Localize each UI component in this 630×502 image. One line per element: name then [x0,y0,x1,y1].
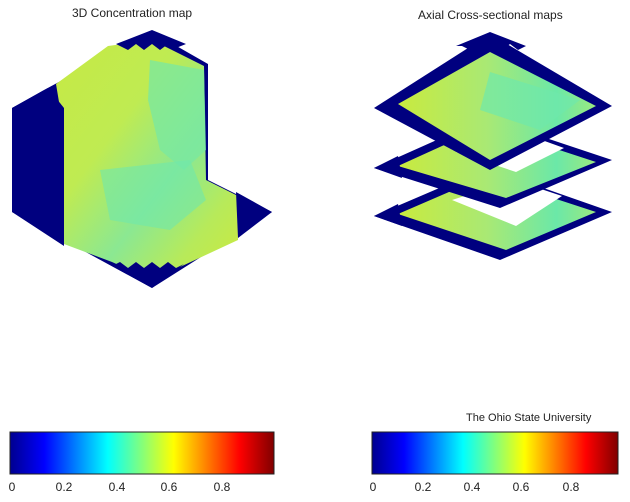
right-colorbar-tick-0: 0 [369,480,377,494]
right-colorbar-tick-2: 0.4 [463,480,481,494]
left-panel-title: 3D Concentration map [72,6,193,20]
slice-top [374,32,612,170]
axial-cross-sections [374,32,612,260]
right-panel-title: Axial Cross-sectional maps [418,8,563,22]
right-colorbar-tick-1: 0.2 [414,480,432,494]
left-field-cyan-region [148,60,206,170]
right-colorbar-tick-4: 0.8 [562,480,580,494]
credit-text: The Ohio State University [466,412,592,424]
right-colorbar [371,431,619,475]
left-field-cyan-region-2 [100,160,206,230]
left-colorbar-tick-1: 0.2 [55,480,73,494]
left-bottom-corner [112,262,184,288]
left-colorbar [9,431,275,475]
left-colorbar-tick-3: 0.6 [160,480,178,494]
left-top-corner [116,30,186,50]
right-colorbar-tick-3: 0.6 [512,480,530,494]
left-colorbar-tick-0: 0 [8,480,16,494]
left-colorbar-tick-4: 0.8 [213,480,231,494]
left-colorbar-tick-2: 0.4 [108,480,126,494]
left-dark-strip [12,88,64,246]
left-field [56,40,238,280]
3d-concentration-map [12,30,272,288]
left-right-corner [236,192,272,238]
